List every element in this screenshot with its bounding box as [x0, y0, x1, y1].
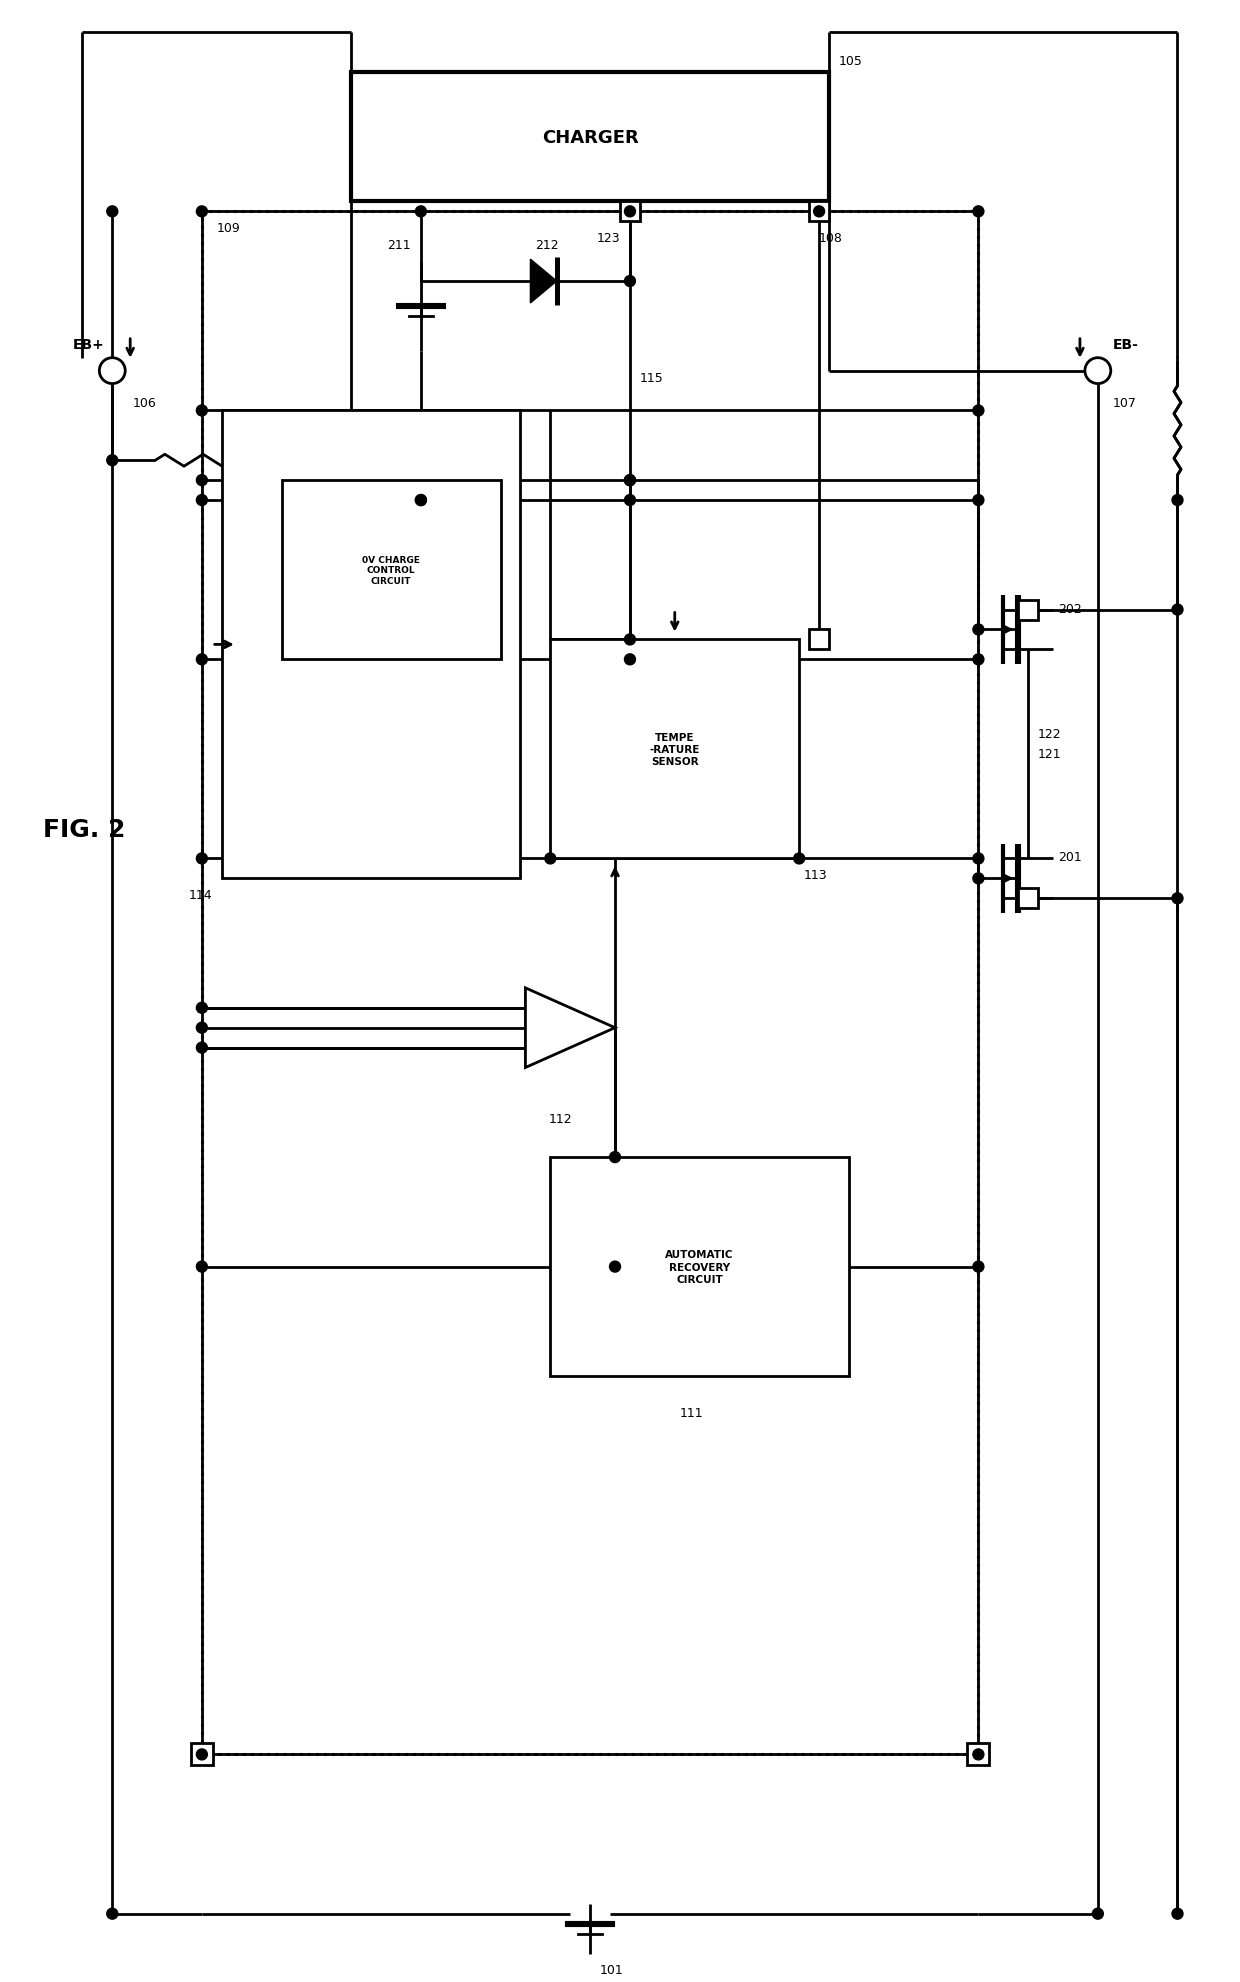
Circle shape [1085, 359, 1111, 385]
Text: 121: 121 [1038, 747, 1061, 761]
Circle shape [196, 206, 207, 218]
Bar [222, 410, 521, 878]
Circle shape [99, 359, 125, 385]
Circle shape [196, 1748, 207, 1760]
Text: EB+: EB+ [72, 337, 104, 351]
Circle shape [196, 1023, 207, 1035]
Circle shape [794, 854, 805, 864]
Circle shape [625, 654, 635, 666]
Circle shape [196, 496, 207, 505]
Text: 107: 107 [1112, 396, 1137, 410]
Circle shape [973, 206, 983, 218]
Text: 113: 113 [805, 868, 828, 882]
Circle shape [1172, 894, 1183, 904]
Text: EB-: EB- [1112, 337, 1138, 351]
Circle shape [107, 456, 118, 466]
Text: CHARGER: CHARGER [542, 129, 639, 147]
Circle shape [973, 496, 983, 505]
Circle shape [1092, 1909, 1104, 1919]
Bar [551, 640, 800, 858]
Text: 112: 112 [548, 1112, 572, 1126]
Text: FIG. 2: FIG. 2 [42, 817, 125, 840]
Circle shape [1172, 1909, 1183, 1919]
Text: 104: 104 [219, 476, 243, 490]
Text: 111: 111 [680, 1407, 703, 1419]
Bar [551, 1157, 849, 1376]
Text: 108: 108 [820, 232, 843, 246]
Bar [281, 482, 501, 660]
Circle shape [107, 1909, 118, 1919]
Text: +: + [532, 1037, 543, 1048]
Text: 123: 123 [596, 232, 620, 246]
Circle shape [625, 476, 635, 486]
Text: 122: 122 [1038, 727, 1061, 741]
Text: 201: 201 [1058, 850, 1081, 864]
Circle shape [610, 1152, 620, 1163]
Circle shape [544, 854, 556, 864]
Circle shape [415, 206, 427, 218]
Bar [810, 630, 830, 650]
Circle shape [196, 1003, 207, 1013]
Circle shape [196, 854, 207, 864]
Bar [191, 1744, 213, 1766]
Circle shape [973, 1748, 983, 1760]
Circle shape [610, 1261, 620, 1272]
Text: 115: 115 [640, 371, 663, 385]
Text: 114: 114 [188, 888, 212, 902]
Circle shape [973, 874, 983, 884]
Circle shape [196, 476, 207, 486]
Text: 105: 105 [839, 55, 863, 67]
Bar [202, 212, 978, 1754]
Polygon shape [526, 989, 615, 1068]
Circle shape [196, 1261, 207, 1272]
Circle shape [196, 654, 207, 666]
Text: 211: 211 [387, 240, 410, 252]
Text: TEMPE
-RATURE
SENSOR: TEMPE -RATURE SENSOR [650, 733, 699, 767]
Bar [1018, 888, 1038, 910]
Text: 109: 109 [217, 222, 241, 236]
Circle shape [1172, 496, 1183, 505]
Circle shape [973, 406, 983, 416]
Circle shape [196, 406, 207, 416]
Text: 106: 106 [133, 396, 156, 410]
Bar [351, 73, 830, 202]
Circle shape [625, 206, 635, 218]
Bar [1018, 601, 1038, 620]
Circle shape [625, 634, 635, 646]
Circle shape [415, 496, 427, 505]
Text: CHARGE/
DISCHARGE
CONTROL
CIRCUIT: CHARGE/ DISCHARGE CONTROL CIRCUIT [337, 571, 405, 618]
Circle shape [973, 1261, 983, 1272]
Circle shape [415, 496, 427, 505]
Text: AUTOMATIC
RECOVERY
CIRCUIT: AUTOMATIC RECOVERY CIRCUIT [666, 1249, 734, 1284]
Circle shape [973, 624, 983, 636]
Circle shape [107, 206, 118, 218]
Circle shape [973, 654, 983, 666]
Bar [967, 1744, 990, 1766]
Polygon shape [531, 260, 557, 303]
Circle shape [1172, 605, 1183, 616]
Circle shape [973, 854, 983, 864]
Circle shape [625, 496, 635, 505]
Text: 101: 101 [600, 1964, 624, 1976]
Text: 0V CHARGE
CONTROL
CIRCUIT: 0V CHARGE CONTROL CIRCUIT [362, 555, 420, 585]
Circle shape [196, 1043, 207, 1054]
Text: 212: 212 [536, 240, 559, 252]
Text: -: - [534, 1007, 539, 1021]
Circle shape [625, 476, 635, 486]
Circle shape [813, 206, 825, 218]
Text: 202: 202 [1058, 603, 1081, 614]
Circle shape [625, 275, 635, 287]
Bar [810, 202, 830, 222]
Bar [620, 202, 640, 222]
